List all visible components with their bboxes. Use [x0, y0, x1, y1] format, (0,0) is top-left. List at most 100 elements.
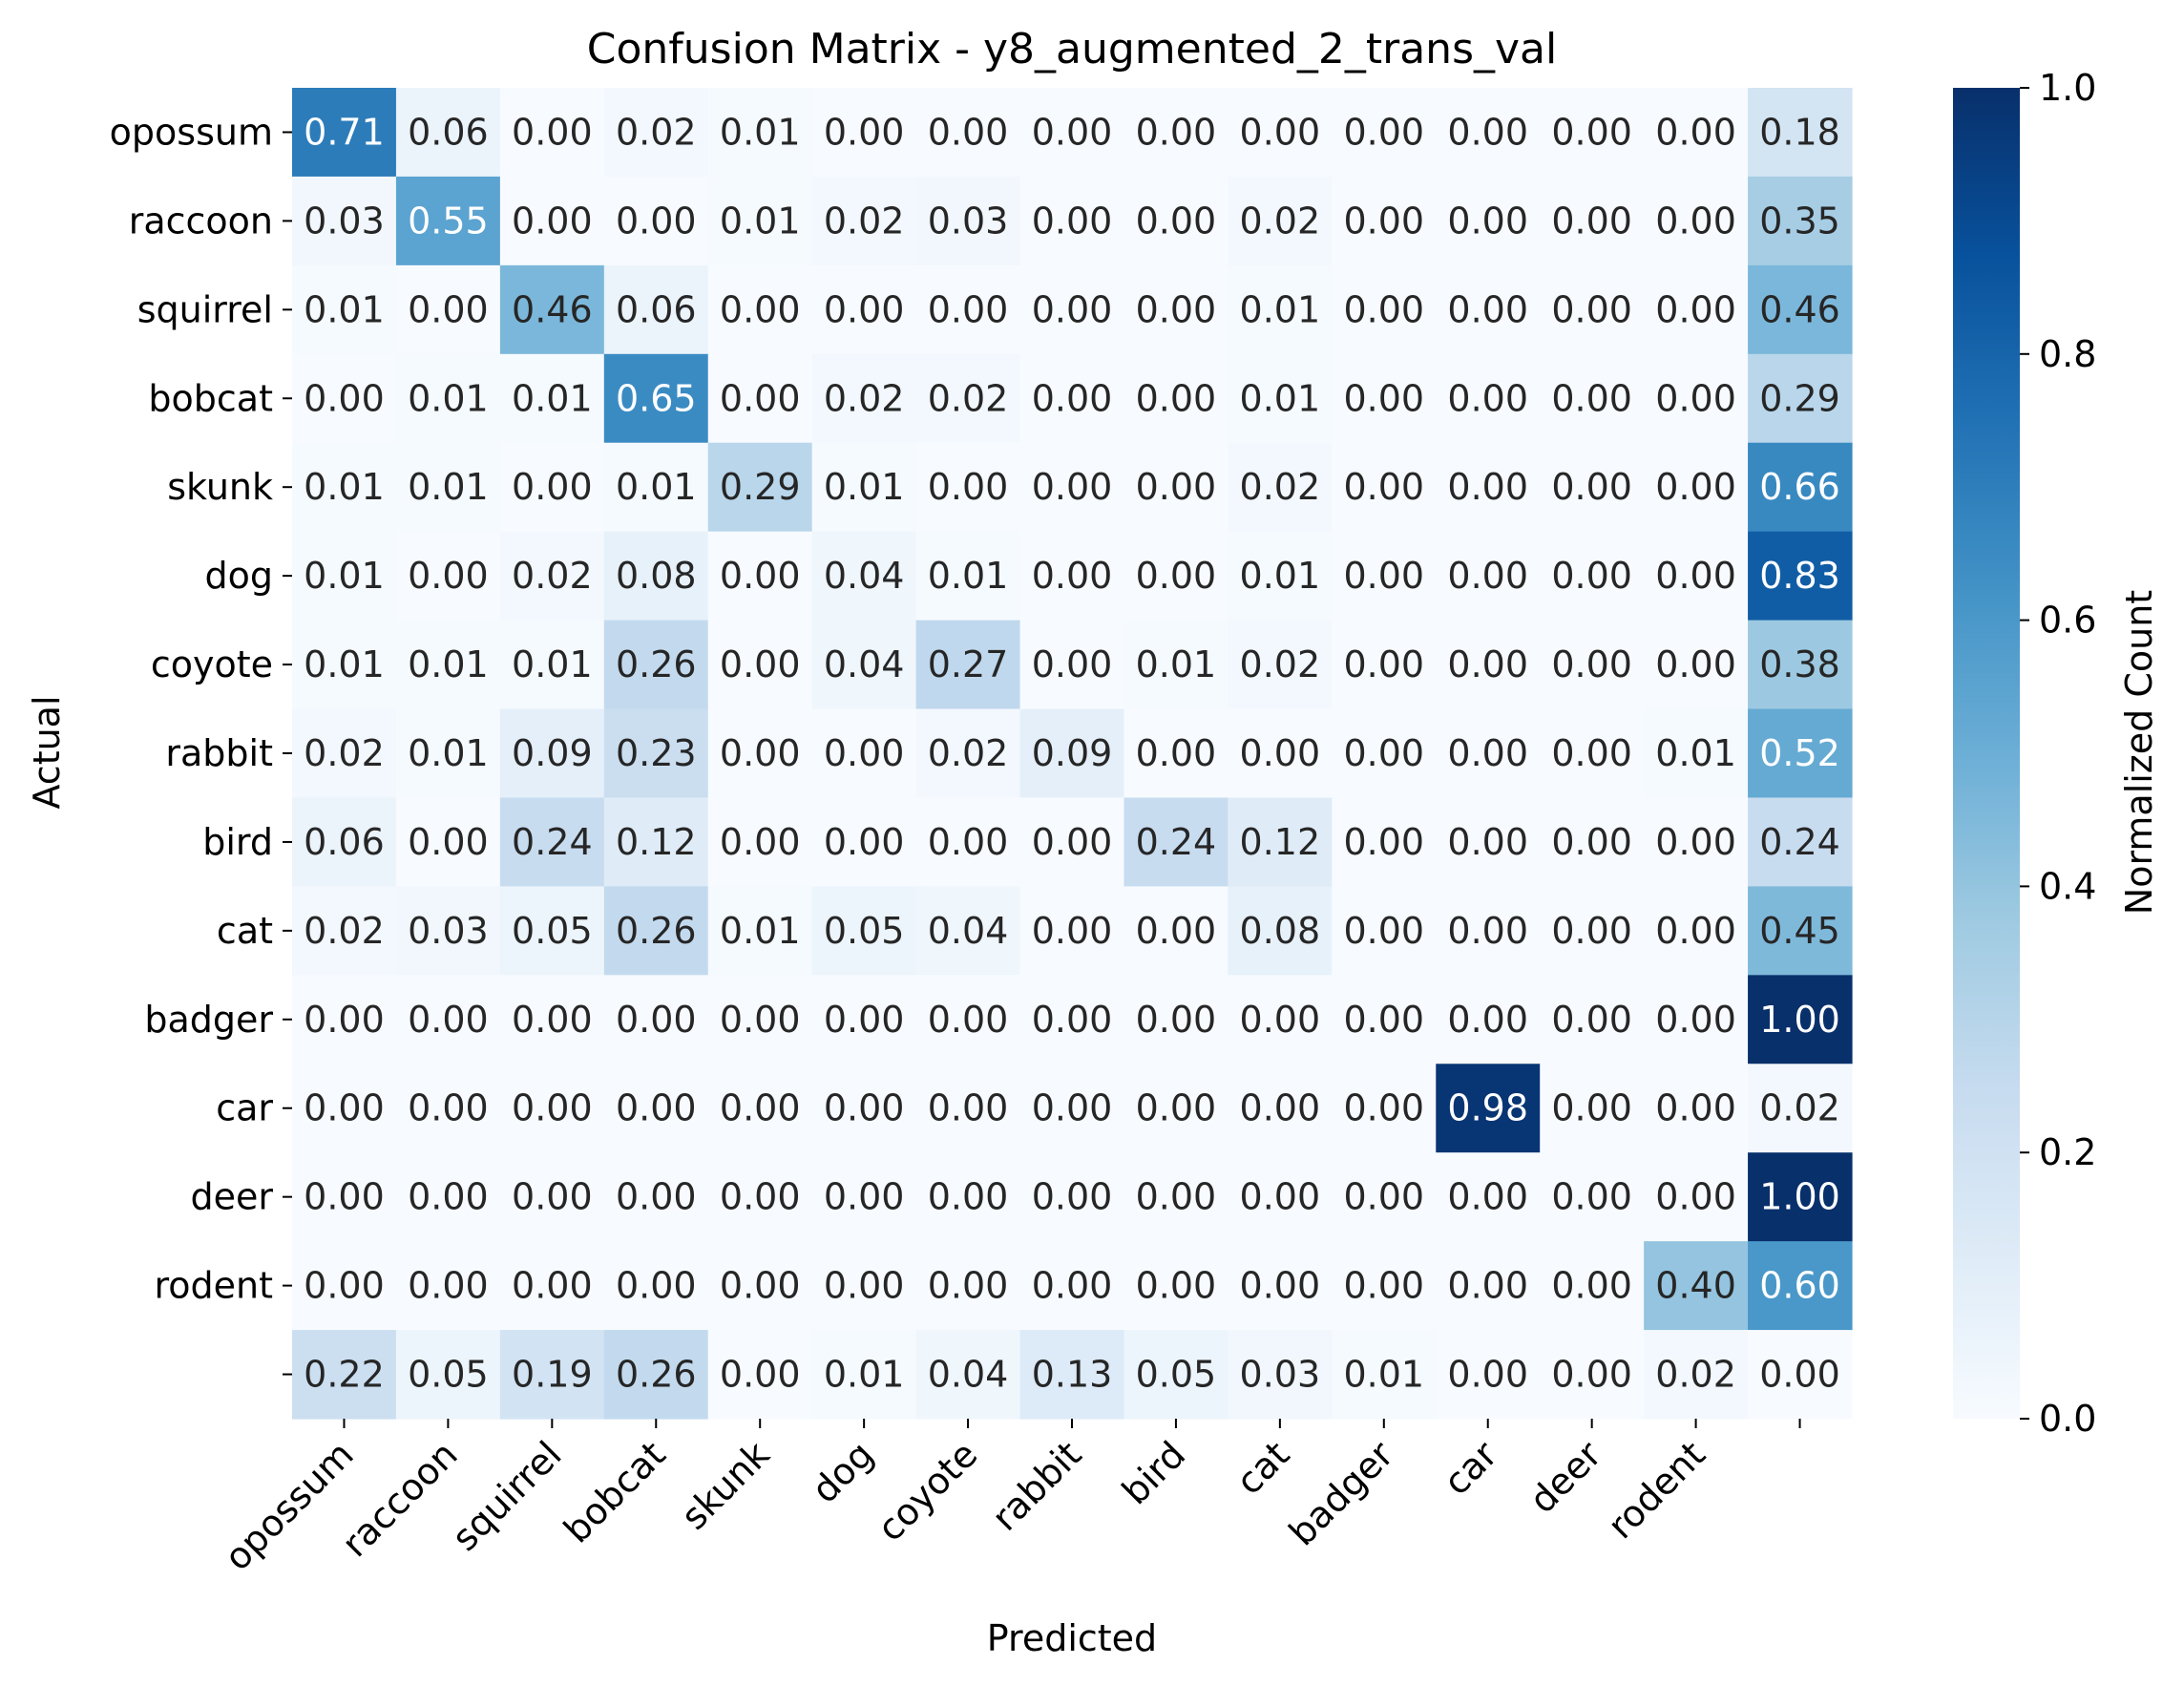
heatmap-cell	[1332, 1330, 1437, 1420]
x-tick-label: opossum	[217, 1433, 362, 1578]
colorbar-tick-label: 0.8	[2039, 333, 2096, 375]
heatmap-cell	[1748, 264, 1853, 355]
cell-value-label: 0.00	[1655, 910, 1736, 952]
heatmap-cell	[1228, 886, 1333, 976]
heatmap-cell	[395, 620, 501, 710]
cell-value-label: 0.00	[720, 377, 801, 419]
heatmap-cell	[915, 353, 1021, 444]
heatmap-cell	[811, 620, 917, 710]
heatmap-cells	[292, 88, 1853, 1420]
cell-value-label: 0.00	[824, 1087, 905, 1129]
heatmap-cell	[603, 531, 709, 622]
cell-value-label: 0.04	[824, 555, 905, 597]
cell-value-label: 0.00	[1447, 910, 1528, 952]
heatmap-cell	[915, 88, 1021, 178]
heatmap-cell	[1228, 353, 1333, 444]
heatmap-cell	[1019, 708, 1125, 799]
heatmap-cell	[1124, 1241, 1228, 1331]
cell-value-label: 0.00	[512, 111, 593, 153]
cell-value-label: 0.00	[1759, 1354, 1840, 1396]
heatmap-cell	[1124, 264, 1228, 355]
heatmap-cell	[811, 1241, 917, 1331]
heatmap-cell	[603, 1241, 709, 1331]
cell-value-label: 0.00	[824, 821, 905, 863]
cell-value-label: 1.00	[1759, 1176, 1840, 1218]
cell-value-label: 0.24	[1136, 821, 1217, 863]
heatmap-cell	[1332, 264, 1437, 355]
cell-value-label: 0.29	[720, 466, 801, 508]
cell-value-label: 0.00	[1343, 1265, 1424, 1307]
cell-value-label: 0.00	[1447, 1354, 1528, 1396]
cell-labels: 0.71 0.06 0.00 0.02 0.01 0.00 0.00 0.00 0.00 0.00…	[304, 111, 1840, 1395]
heatmap-cell	[499, 88, 605, 178]
cell-value-label: 0.02	[1240, 466, 1321, 508]
cell-value-label: 0.00	[304, 1265, 385, 1307]
heatmap-cell	[1124, 88, 1228, 178]
heatmap-cell	[1644, 531, 1749, 622]
heatmap-cell	[499, 353, 605, 444]
heatmap-cell	[811, 176, 917, 266]
cell-value-label: 0.01	[928, 555, 1009, 597]
cell-value-label: 0.00	[408, 821, 489, 863]
heatmap-cell	[1124, 797, 1228, 887]
x-tick-label: rabbit	[984, 1433, 1090, 1539]
cell-value-label: 0.01	[824, 1354, 905, 1396]
cell-value-label: 0.08	[616, 555, 697, 597]
cell-value-label: 0.00	[1032, 1265, 1113, 1307]
heatmap-cell	[811, 886, 917, 976]
heatmap-cell	[292, 531, 397, 622]
cell-value-label: 0.00	[1343, 999, 1424, 1041]
heatmap-cell	[395, 531, 501, 622]
heatmap-cell	[1332, 88, 1437, 178]
cell-value-label: 0.00	[1551, 1176, 1632, 1218]
cell-value-label: 0.35	[1759, 200, 1840, 242]
cell-value-label: 0.00	[1032, 377, 1113, 419]
heatmap-cell	[1332, 620, 1437, 710]
cell-value-label: 0.00	[1136, 1265, 1217, 1307]
heatmap-cell	[915, 1152, 1021, 1242]
heatmap-cell	[292, 1152, 397, 1242]
cell-value-label: 0.00	[1447, 821, 1528, 863]
heatmap-cell	[915, 797, 1021, 887]
heatmap-cell	[1748, 1064, 1853, 1153]
x-tick-label: bobcat	[556, 1433, 673, 1550]
cell-value-label: 0.00	[1447, 200, 1528, 242]
heatmap-cell	[395, 442, 501, 533]
heatmap-cell	[1332, 176, 1437, 266]
cell-value-label: 0.00	[1551, 732, 1632, 774]
heatmap-cell	[1019, 176, 1125, 266]
cell-value-label: 0.02	[824, 200, 905, 242]
cell-value-label: 0.05	[1136, 1354, 1217, 1396]
heatmap-cell	[707, 1330, 813, 1420]
cell-value-label: 0.01	[304, 555, 385, 597]
cell-value-label: 0.02	[928, 377, 1009, 419]
heatmap-cell	[811, 1064, 917, 1153]
chart-title: Confusion Matrix - y8_augmented_2_trans_…	[587, 25, 1557, 74]
cell-value-label: 0.02	[824, 377, 905, 419]
cell-value-label: 0.00	[720, 555, 801, 597]
x-tick-label: cat	[1228, 1433, 1297, 1503]
heatmap-cell	[1019, 1152, 1125, 1242]
cell-value-label: 0.00	[1136, 288, 1217, 330]
cell-value-label: 0.00	[1447, 643, 1528, 685]
cell-value-label: 0.01	[1136, 643, 1217, 685]
heatmap-cell	[1540, 1241, 1645, 1331]
cell-value-label: 0.00	[720, 999, 801, 1041]
cell-value-label: 0.00	[1551, 288, 1632, 330]
heatmap-cell	[1228, 176, 1333, 266]
cell-value-label: 0.24	[1759, 821, 1840, 863]
heatmap-cell	[1436, 1330, 1541, 1420]
heatmap-cell	[1124, 442, 1228, 533]
heatmap-cell	[1748, 620, 1853, 710]
y-tick-label: bobcat	[148, 377, 273, 419]
colorbar-tick-label: 0.6	[2039, 600, 2096, 642]
heatmap-cell	[1644, 264, 1749, 355]
heatmap-cell	[707, 531, 813, 622]
heatmap-cell	[1644, 1152, 1749, 1242]
cell-value-label: 0.02	[304, 732, 385, 774]
heatmap-cell	[1540, 353, 1645, 444]
y-axis: opossum raccoon squirrel bobcat skunk dog coyo…	[110, 111, 292, 1376]
y-tick-label: deer	[190, 1176, 273, 1218]
